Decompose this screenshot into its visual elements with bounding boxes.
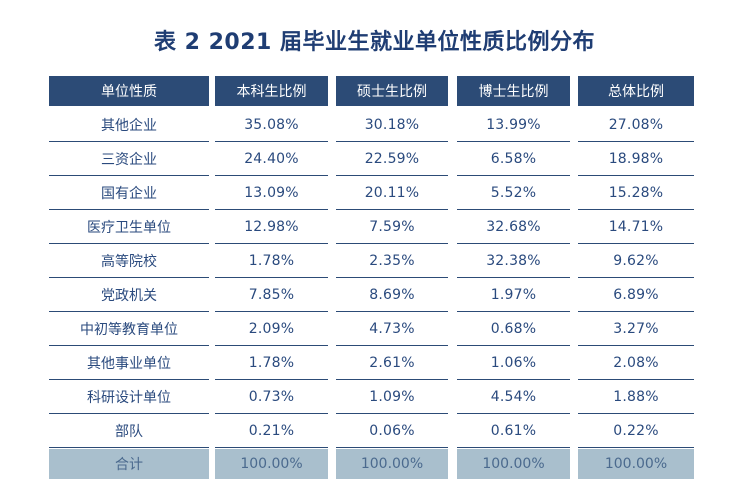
cell-doctor: 32.68%: [457, 210, 570, 244]
cell-unit-type: 医疗卫生单位: [49, 210, 209, 244]
table-row: 中初等教育单位 2.09% 4.73% 0.68% 3.27%: [49, 312, 694, 346]
total-overall: 100.00%: [578, 449, 694, 479]
cell-master: 8.69%: [336, 278, 448, 312]
cell-doctor: 32.38%: [457, 244, 570, 278]
cell-bachelor: 2.09%: [215, 312, 328, 346]
cell-unit-type: 其他事业单位: [49, 346, 209, 380]
cell-master: 4.73%: [336, 312, 448, 346]
cell-overall: 6.89%: [578, 278, 694, 312]
table-total-row: 合计 100.00% 100.00% 100.00% 100.00%: [49, 449, 694, 479]
cell-doctor: 6.58%: [457, 142, 570, 176]
cell-bachelor: 1.78%: [215, 244, 328, 278]
table-row: 医疗卫生单位 12.98% 7.59% 32.68% 14.71%: [49, 210, 694, 244]
header-doctor-ratio: 博士生比例: [457, 76, 570, 106]
cell-master: 20.11%: [336, 176, 448, 210]
cell-bachelor: 1.78%: [215, 346, 328, 380]
cell-bachelor: 12.98%: [215, 210, 328, 244]
cell-unit-type: 高等院校: [49, 244, 209, 278]
cell-doctor: 1.97%: [457, 278, 570, 312]
cell-overall: 27.08%: [578, 108, 694, 142]
cell-overall: 18.98%: [578, 142, 694, 176]
cell-master: 1.09%: [336, 380, 448, 414]
cell-unit-type: 科研设计单位: [49, 380, 209, 414]
cell-doctor: 4.54%: [457, 380, 570, 414]
cell-overall: 1.88%: [578, 380, 694, 414]
table-row: 其他事业单位 1.78% 2.61% 1.06% 2.08%: [49, 346, 694, 380]
total-master: 100.00%: [336, 449, 448, 479]
cell-doctor: 13.99%: [457, 108, 570, 142]
table-row: 科研设计单位 0.73% 1.09% 4.54% 1.88%: [49, 380, 694, 414]
cell-unit-type: 中初等教育单位: [49, 312, 209, 346]
total-bachelor: 100.00%: [215, 449, 328, 479]
header-bachelor-ratio: 本科生比例: [215, 76, 328, 106]
cell-master: 2.35%: [336, 244, 448, 278]
cell-unit-type: 国有企业: [49, 176, 209, 210]
cell-bachelor: 7.85%: [215, 278, 328, 312]
cell-overall: 14.71%: [578, 210, 694, 244]
table-row: 国有企业 13.09% 20.11% 5.52% 15.28%: [49, 176, 694, 210]
header-master-ratio: 硕士生比例: [336, 76, 448, 106]
header-overall-ratio: 总体比例: [578, 76, 694, 106]
cell-bachelor: 13.09%: [215, 176, 328, 210]
cell-doctor: 1.06%: [457, 346, 570, 380]
table-title: 表 2 2021 届毕业生就业单位性质比例分布: [153, 30, 596, 55]
cell-master: 7.59%: [336, 210, 448, 244]
total-doctor: 100.00%: [457, 449, 570, 479]
employment-unit-table: 单位性质 本科生比例 硕士生比例 博士生比例 总体比例 其他企业 35.08% 30…: [49, 76, 694, 479]
cell-master: 0.06%: [336, 414, 448, 448]
cell-overall: 2.08%: [578, 346, 694, 380]
cell-overall: 0.22%: [578, 414, 694, 448]
header-unit-type: 单位性质: [49, 76, 209, 106]
table-row: 部队 0.21% 0.06% 0.61% 0.22%: [49, 414, 694, 448]
cell-doctor: 0.68%: [457, 312, 570, 346]
total-label: 合计: [49, 449, 209, 479]
cell-overall: 3.27%: [578, 312, 694, 346]
table-row: 党政机关 7.85% 8.69% 1.97% 6.89%: [49, 278, 694, 312]
cell-bachelor: 0.73%: [215, 380, 328, 414]
cell-master: 30.18%: [336, 108, 448, 142]
cell-doctor: 0.61%: [457, 414, 570, 448]
cell-master: 2.61%: [336, 346, 448, 380]
cell-unit-type: 党政机关: [49, 278, 209, 312]
cell-overall: 9.62%: [578, 244, 694, 278]
table-row: 高等院校 1.78% 2.35% 32.38% 9.62%: [49, 244, 694, 278]
cell-doctor: 5.52%: [457, 176, 570, 210]
cell-bachelor: 0.21%: [215, 414, 328, 448]
table-header-row: 单位性质 本科生比例 硕士生比例 博士生比例 总体比例: [49, 76, 694, 106]
cell-bachelor: 35.08%: [215, 108, 328, 142]
cell-bachelor: 24.40%: [215, 142, 328, 176]
cell-unit-type: 三资企业: [49, 142, 209, 176]
cell-master: 22.59%: [336, 142, 448, 176]
table-row: 其他企业 35.08% 30.18% 13.99% 27.08%: [49, 108, 694, 142]
cell-unit-type: 其他企业: [49, 108, 209, 142]
cell-overall: 15.28%: [578, 176, 694, 210]
table-row: 三资企业 24.40% 22.59% 6.58% 18.98%: [49, 142, 694, 176]
cell-unit-type: 部队: [49, 414, 209, 448]
